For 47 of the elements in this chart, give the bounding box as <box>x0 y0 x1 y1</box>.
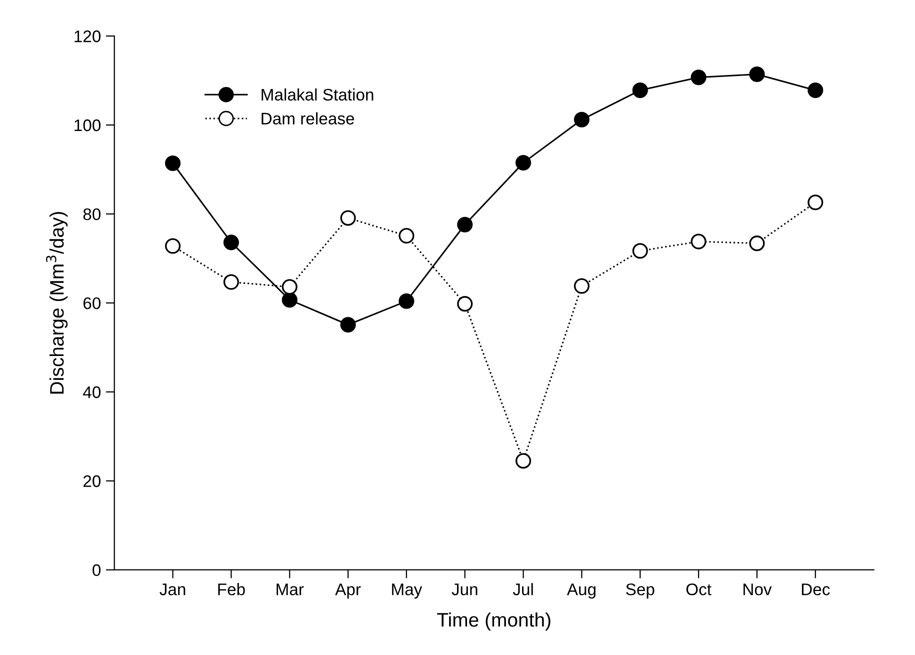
point <box>223 274 239 290</box>
point <box>574 278 590 294</box>
y-tick-label: 40 <box>83 386 101 398</box>
point <box>808 194 824 210</box>
point <box>516 453 532 469</box>
point <box>340 316 356 333</box>
y-tick-label: 120 <box>74 30 101 42</box>
x-tick-label: Aug <box>566 584 596 599</box>
y-tick-label: 100 <box>74 119 101 132</box>
y-tick-label: 80 <box>83 208 101 220</box>
y-tick-label: 60 <box>83 297 101 310</box>
legend-label: Malakal Station <box>262 88 374 101</box>
point <box>690 234 706 250</box>
point <box>632 82 648 98</box>
y-axis-title: Discharge (Mm$^{3}$/day) <box>46 212 68 394</box>
x-tick-label: Apr <box>335 584 361 599</box>
x-tick-label: Nov <box>744 584 772 596</box>
point <box>808 82 824 98</box>
x-tick-label: Jul <box>512 583 533 596</box>
point <box>457 296 473 312</box>
point <box>398 293 414 309</box>
point <box>340 210 356 226</box>
x-axis-title: Time (month) <box>437 612 550 631</box>
point <box>282 279 298 295</box>
x-tick-label: May <box>392 584 422 599</box>
point <box>749 236 765 252</box>
point <box>516 155 532 171</box>
point <box>165 238 181 254</box>
x-tick-label: Dec <box>802 584 830 596</box>
point <box>690 70 706 86</box>
x-tick-label: Jun <box>452 584 478 596</box>
x-tick-label: Sep <box>626 583 654 599</box>
point <box>282 292 298 308</box>
x-tick-label: Jan <box>160 584 186 596</box>
x-tick-label: Feb <box>218 583 245 596</box>
point <box>632 243 648 259</box>
y-tick-label: 20 <box>83 475 101 488</box>
point <box>749 66 765 82</box>
point <box>223 234 239 250</box>
point <box>398 228 414 244</box>
legend-label: Dam release <box>262 112 354 125</box>
point <box>457 216 473 232</box>
x-tick-label: Mar <box>276 584 304 596</box>
x-tick-label: Oct <box>686 583 712 596</box>
point <box>574 112 590 128</box>
point <box>165 155 181 172</box>
y-tick-label: 0 <box>92 564 101 576</box>
